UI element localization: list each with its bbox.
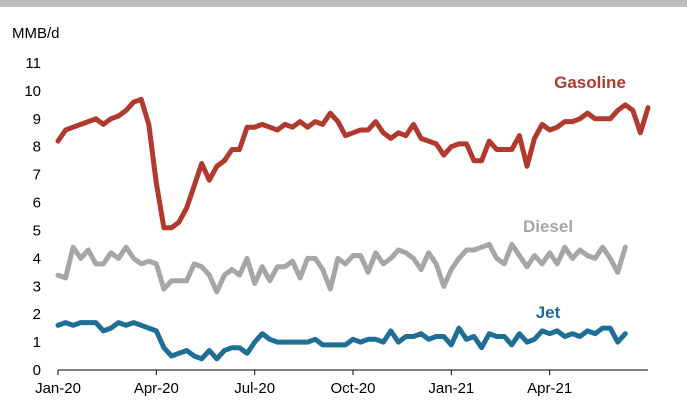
y-tick-label: 10 [24, 83, 41, 100]
y-tick-label: 7 [33, 167, 41, 184]
x-tick-label: Jul-20 [234, 380, 275, 397]
y-tick-label: 4 [33, 250, 41, 267]
series-line-diesel [55, 241, 628, 295]
y-axis-unit: MMB/d [12, 25, 60, 42]
y-tick-label: 11 [25, 55, 41, 72]
top-border [0, 0, 687, 7]
y-tick-label: 9 [33, 111, 41, 128]
x-tick-label: Jan-20 [35, 380, 81, 397]
y-tick-label: 5 [33, 222, 41, 239]
x-tick-label: Apr-21 [527, 380, 572, 397]
series-line-jet [55, 320, 628, 362]
x-tick-label: Oct-20 [330, 380, 375, 397]
y-tick-label: 1 [33, 334, 41, 351]
series-label-gasoline: Gasoline [554, 73, 626, 92]
y-tick-label: 8 [33, 139, 41, 156]
x-tick-label: Jan-21 [428, 380, 474, 397]
y-tick-label: 6 [33, 195, 41, 212]
series-label-jet: Jet [536, 303, 561, 322]
y-tick-label: 0 [33, 362, 41, 379]
y-tick-label: 2 [33, 306, 41, 323]
series-line-gasoline [55, 96, 651, 231]
y-tick-label: 3 [33, 278, 41, 295]
x-tick-label: Apr-20 [134, 380, 179, 397]
series-label-diesel: Diesel [523, 217, 573, 236]
